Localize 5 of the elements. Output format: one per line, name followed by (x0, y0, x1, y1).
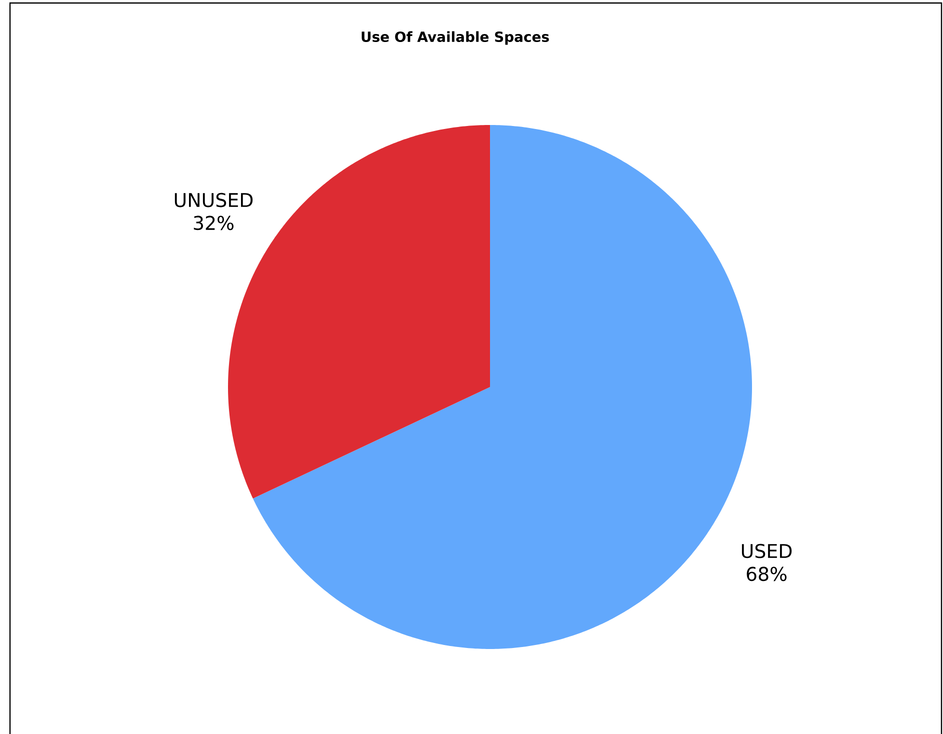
slice-label: USED (742, 544, 792, 558)
data-label: 32% (194, 216, 234, 230)
chart-title: Use Of Available Spaces (362, 31, 549, 45)
data-label: 68% (746, 566, 787, 582)
slice-label: UNUSED (174, 192, 253, 208)
